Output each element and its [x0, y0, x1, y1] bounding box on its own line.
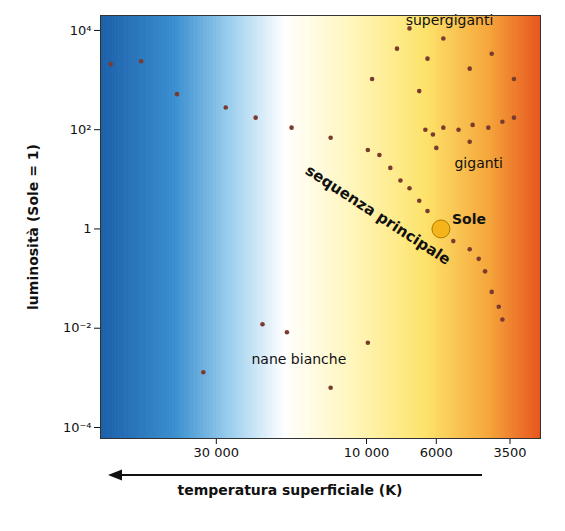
svg-text:sequenza principale: sequenza principale [302, 161, 454, 268]
svg-text:10⁴: 10⁴ [70, 23, 92, 38]
svg-text:1: 1 [83, 221, 91, 236]
svg-text:3500: 3500 [493, 445, 526, 460]
svg-text:supergiganti: supergiganti [406, 12, 494, 28]
svg-text:10⁻⁴: 10⁻⁴ [63, 420, 92, 435]
svg-text:10 000: 10 000 [344, 445, 390, 460]
svg-text:nane bianche: nane bianche [251, 351, 346, 367]
html-text:temperatura superficiale (K): temperatura superficiale (K) [177, 482, 403, 498]
svg-text:10⁻²: 10⁻² [63, 320, 92, 335]
svg-text:6000: 6000 [420, 445, 453, 460]
svg-text:giganti: giganti [454, 155, 503, 171]
svg-text:luminosità (Sole = 1): luminosità (Sole = 1) [25, 144, 41, 310]
svg-text:30 000: 30 000 [194, 445, 240, 460]
svg-text:Sole: Sole [452, 211, 486, 227]
svg-text:10²: 10² [70, 122, 92, 137]
